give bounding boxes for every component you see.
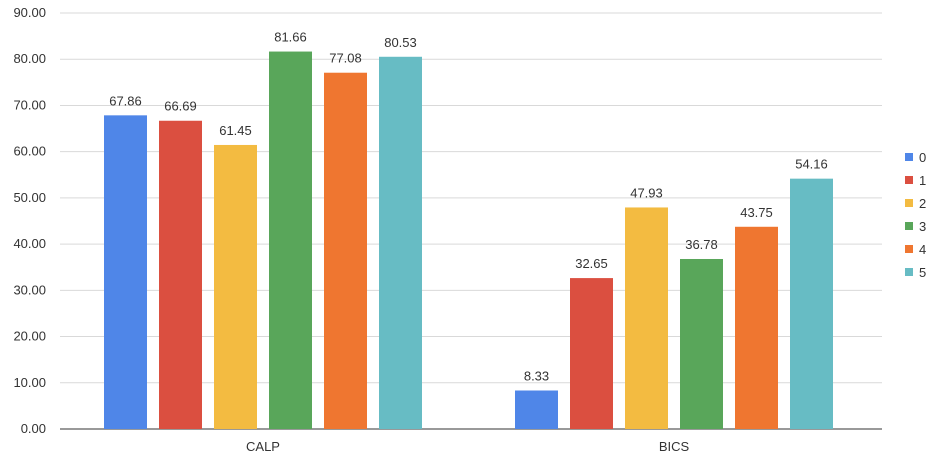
y-tick-label: 70.00 [13, 97, 46, 112]
x-category-label: BICS [659, 439, 690, 454]
legend-swatch [905, 176, 913, 184]
data-label: 80.53 [384, 35, 417, 50]
bar-bics-series-0 [515, 390, 558, 429]
data-label: 43.75 [740, 205, 773, 220]
legend-item-3[interactable]: 3 [905, 219, 926, 234]
bar-calp-series-4 [324, 72, 367, 429]
y-tick-label: 30.00 [13, 282, 46, 297]
y-axis-ticks: 0.00 10.00 20.00 30.00 40.00 50.00 60.00 70.00 8… [13, 5, 46, 436]
bar-calp-series-3 [269, 51, 312, 430]
legend-label: 3 [919, 219, 926, 234]
data-label: 67.86 [109, 93, 142, 108]
legend-swatch [905, 245, 913, 253]
bar-bics-series-5 [790, 178, 833, 429]
data-label: 81.66 [274, 30, 307, 45]
legend-label: 0 [919, 150, 926, 165]
data-label: 54.16 [795, 157, 828, 172]
bar-bics-series-3 [680, 258, 723, 429]
y-tick-label: 80.00 [13, 51, 46, 66]
y-tick-label: 50.00 [13, 190, 46, 205]
y-tick-label: 40.00 [13, 236, 46, 251]
legend-label: 1 [919, 173, 926, 188]
bar-calp-series-5 [379, 56, 422, 429]
y-tick-label: 90.00 [13, 5, 46, 20]
bar-bics-series-4 [735, 226, 778, 429]
data-label: 66.69 [164, 99, 197, 114]
y-tick-label: 60.00 [13, 144, 46, 159]
legend-swatch [905, 199, 913, 207]
bars [104, 51, 833, 430]
legend-swatch [905, 268, 913, 276]
bar-calp-series-0 [104, 115, 147, 429]
data-label: 36.78 [685, 237, 718, 252]
legend-swatch [905, 153, 913, 161]
x-category-label: CALP [246, 439, 280, 454]
bar-calp-series-2 [214, 144, 257, 429]
legend-swatch [905, 222, 913, 230]
data-label: 77.08 [329, 51, 362, 66]
legend-item-4[interactable]: 4 [905, 242, 926, 257]
bar-bics-series-2 [625, 207, 668, 429]
legend-label: 2 [919, 196, 926, 211]
bar-calp-series-1 [159, 120, 202, 429]
data-label: 61.45 [219, 123, 252, 138]
y-tick-label: 20.00 [13, 329, 46, 344]
legend[interactable]: 0 1 2 3 4 5 [905, 150, 926, 280]
legend-item-5[interactable]: 5 [905, 265, 926, 280]
x-axis-categories: CALP BICS [246, 439, 689, 454]
data-label: 8.33 [524, 368, 549, 383]
legend-item-0[interactable]: 0 [905, 150, 926, 165]
legend-label: 4 [919, 242, 926, 257]
y-tick-label: 0.00 [21, 421, 46, 436]
legend-item-2[interactable]: 2 [905, 196, 926, 211]
data-labels: 67.86 66.69 61.45 81.66 77.08 80.53 8.33 32.65 4… [109, 30, 828, 384]
legend-label: 5 [919, 265, 926, 280]
data-label: 32.65 [575, 256, 608, 271]
y-tick-label: 10.00 [13, 375, 46, 390]
bar-bics-series-1 [570, 278, 613, 429]
legend-item-1[interactable]: 1 [905, 173, 926, 188]
data-label: 47.93 [630, 185, 663, 200]
